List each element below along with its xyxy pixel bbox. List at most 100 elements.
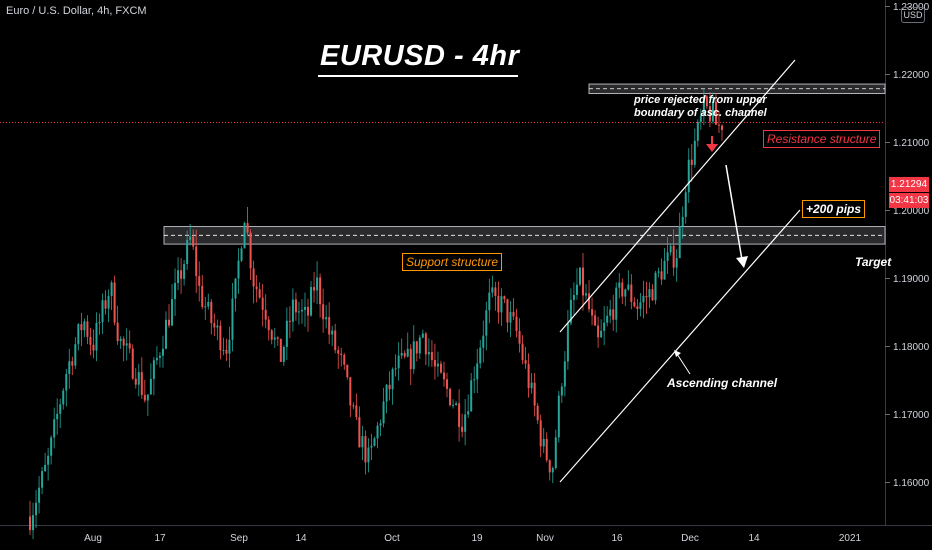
candle-body (358, 417, 361, 448)
candle-body (328, 317, 331, 335)
candle-body (467, 411, 470, 415)
countdown-tag: 03:41:03 (889, 193, 929, 208)
candle-body (370, 445, 373, 448)
candle-body (110, 282, 113, 297)
candle-body (458, 403, 461, 427)
candle-body (681, 216, 684, 227)
rejection-arrow-head (706, 144, 718, 152)
candle-body (225, 349, 228, 354)
candle-body (603, 322, 606, 331)
candle-body (210, 301, 213, 324)
candle-body (291, 299, 294, 322)
candle-body (488, 292, 491, 311)
candle-body (300, 309, 303, 312)
candle-body (364, 436, 367, 463)
candle-body (140, 372, 143, 396)
candle-body (83, 321, 86, 331)
candle-body (334, 330, 337, 351)
y-tick-label: 1.18000 (893, 342, 930, 353)
candle-body (180, 270, 183, 279)
candle-body (509, 311, 512, 323)
candle-body (303, 307, 306, 310)
candle-body (331, 330, 334, 335)
candle-body (702, 96, 705, 116)
candle-body (660, 271, 663, 280)
candle-body (479, 347, 482, 364)
candle-body (53, 419, 56, 438)
y-tick-label: 1.19000 (893, 274, 930, 285)
candle-body (50, 437, 53, 456)
candle-body (101, 300, 104, 323)
candle-body (279, 338, 282, 362)
x-tick-label: 14 (748, 533, 760, 544)
candle-body (494, 287, 497, 296)
candle-body (222, 349, 225, 351)
candle-body (651, 289, 654, 301)
candle-body (261, 297, 264, 310)
candle-body (98, 322, 101, 324)
candle-body (666, 252, 669, 261)
currency-button[interactable]: USD (901, 7, 925, 23)
candle-body (373, 438, 376, 446)
candle-body (606, 315, 609, 323)
candle-body (134, 378, 137, 385)
candle-body (714, 101, 717, 125)
candle-body (639, 302, 642, 310)
candle-body (183, 263, 186, 279)
candle-body (80, 324, 83, 331)
candle-body (533, 382, 536, 406)
x-tick-label: Oct (384, 533, 400, 544)
candle-body (678, 226, 681, 259)
candle-body (249, 232, 252, 269)
candle-body (125, 343, 128, 346)
candle-body (122, 338, 125, 346)
candle-body (35, 502, 38, 516)
candle-body (128, 343, 131, 349)
candle-body (503, 296, 506, 300)
candle-body (29, 516, 31, 531)
candle-body (618, 282, 621, 288)
candle-body (409, 348, 412, 370)
candle-body (240, 248, 243, 261)
candle-body (158, 355, 161, 358)
candle-body (578, 267, 581, 285)
candle-body (288, 320, 291, 322)
candle-body (285, 320, 288, 347)
candle-body (663, 260, 666, 280)
candle-body (436, 363, 439, 367)
candle-body (600, 330, 603, 338)
x-tick-label: Dec (681, 533, 699, 544)
candle-body (575, 284, 578, 295)
candle-body (645, 296, 648, 298)
candle-body (337, 350, 340, 354)
candle-body (548, 460, 551, 473)
candle-body (563, 361, 566, 387)
support-label: Support structure (402, 253, 503, 271)
candle-body (512, 311, 515, 317)
candle-body (630, 284, 633, 303)
candle-body (273, 337, 276, 340)
candle-body (557, 395, 560, 438)
symbol-label: Euro / U.S. Dollar, 4h, FXCM (6, 5, 147, 17)
y-tick-label: 1.22000 (893, 70, 930, 81)
candle-body (497, 295, 500, 313)
candle-body (693, 140, 696, 165)
candle-body (442, 372, 445, 380)
y-tick-label: 1.17000 (893, 410, 930, 421)
candle-body (346, 364, 349, 378)
candle-body (657, 271, 660, 273)
last-price-tag: 1.21294 (889, 177, 929, 192)
candle-body (198, 276, 201, 286)
x-tick-label: 19 (471, 533, 483, 544)
candle-body (44, 464, 47, 472)
x-tick-label: Aug (84, 533, 102, 544)
candle-body (669, 245, 672, 253)
candle-body (38, 487, 41, 503)
candle-body (207, 301, 210, 307)
candle-body (397, 355, 400, 369)
channel-lower-line (559, 209, 801, 483)
candle-body (71, 361, 74, 366)
candle-body (307, 307, 310, 316)
